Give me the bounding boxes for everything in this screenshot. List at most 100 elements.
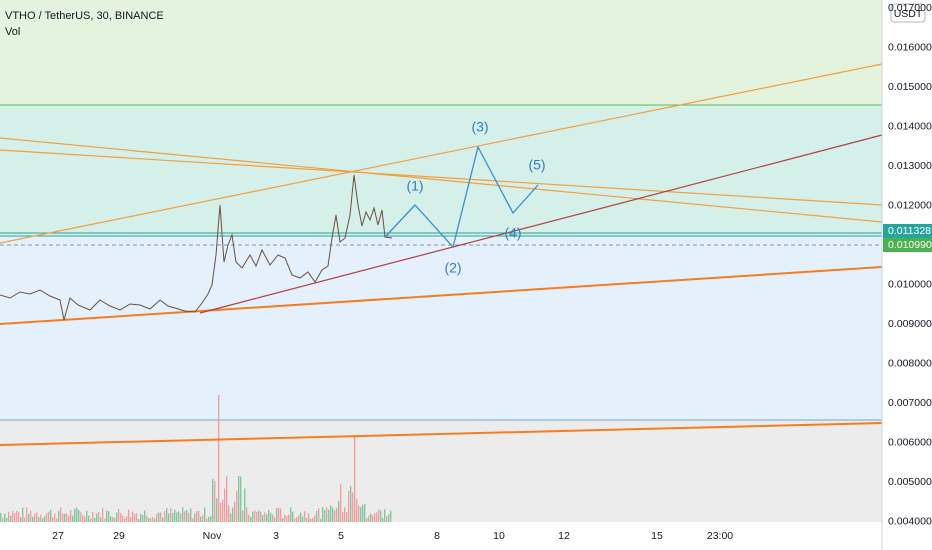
volume-bar xyxy=(158,512,160,522)
volume-bar xyxy=(264,512,266,522)
volume-bar xyxy=(24,517,26,522)
price-label: 0.009000 xyxy=(888,318,932,330)
volume-bar xyxy=(374,513,376,522)
volume-bar xyxy=(248,514,250,522)
volume-bar xyxy=(210,516,212,522)
volume-bar xyxy=(280,508,282,522)
volume-bar xyxy=(340,484,342,522)
volume-bar xyxy=(258,510,260,522)
volume-bar xyxy=(342,512,344,522)
volume-bar xyxy=(156,513,158,522)
volume-bar xyxy=(390,510,392,522)
volume-bar xyxy=(112,516,114,522)
volume-bar xyxy=(124,518,126,522)
volume-bar xyxy=(306,517,308,522)
volume-bar xyxy=(48,511,50,522)
volume-bar xyxy=(318,508,320,522)
volume-bar xyxy=(36,512,38,522)
volume-bar xyxy=(82,515,84,522)
volume-bar xyxy=(310,518,312,522)
zone-blue xyxy=(0,235,882,420)
volume-bar xyxy=(18,512,20,522)
volume-bar xyxy=(254,510,256,522)
volume-bar xyxy=(34,513,36,522)
trend-line xyxy=(0,63,883,244)
volume-bar xyxy=(44,516,46,522)
volume-bar xyxy=(62,513,64,522)
volume-bar xyxy=(180,513,182,522)
volume-bar xyxy=(282,517,284,522)
volume-bar xyxy=(366,518,368,522)
volume-bar xyxy=(38,517,40,522)
volume-bar xyxy=(252,511,254,522)
volume-bar xyxy=(370,513,372,522)
volume-bar xyxy=(136,513,138,522)
volume-bar xyxy=(178,511,180,522)
time-axis xyxy=(0,522,882,550)
volume-bar xyxy=(118,508,120,522)
volume-bar xyxy=(242,510,244,522)
volume-bar xyxy=(322,507,324,522)
volume-bar xyxy=(42,518,44,522)
volume-bar xyxy=(244,488,246,522)
trend-line xyxy=(199,134,883,314)
volume-bar xyxy=(170,508,172,522)
volume-bar xyxy=(86,510,88,522)
currency-button[interactable] xyxy=(890,3,926,23)
volume-bar xyxy=(116,512,118,522)
currency-label[interactable]: USDT xyxy=(894,8,923,20)
time-label: 12 xyxy=(558,530,570,542)
volume-bar xyxy=(154,518,156,522)
volume-bar xyxy=(128,509,130,522)
volume-bar xyxy=(144,510,146,522)
volume-bar xyxy=(88,515,90,522)
volume-bar xyxy=(168,513,170,522)
indicator-label: Vol xyxy=(5,26,20,38)
volume-bar xyxy=(40,514,42,522)
volume-bar xyxy=(224,488,226,522)
volume-bar xyxy=(80,512,82,522)
volume-bar xyxy=(16,510,18,522)
volume-bar xyxy=(72,515,74,522)
zone-green xyxy=(0,0,882,105)
volume-bar xyxy=(28,513,30,522)
volume-bar xyxy=(286,516,288,522)
volume-bar xyxy=(202,515,204,522)
volume-bar xyxy=(230,513,232,522)
volume-bar xyxy=(148,518,150,522)
price-tag-label: 0.010990 xyxy=(888,239,932,251)
time-label: 5 xyxy=(338,530,344,542)
volume-bar xyxy=(364,504,366,522)
volume-bar xyxy=(208,516,210,522)
volume-bar xyxy=(84,516,86,522)
wave-label: (4) xyxy=(504,225,521,241)
price-label: 0.014000 xyxy=(888,120,932,132)
volume-bar xyxy=(350,486,352,522)
volume-bar xyxy=(6,518,8,522)
volume-bar xyxy=(78,510,80,522)
volume-bar xyxy=(362,504,364,522)
volume-bar xyxy=(4,513,6,522)
volume-bar xyxy=(234,501,236,522)
time-label: 10 xyxy=(493,530,505,542)
volume-bar xyxy=(22,507,24,522)
volume-bar xyxy=(226,476,228,522)
price-label: 0.007000 xyxy=(888,397,932,409)
volume-bar xyxy=(14,513,16,522)
volume-bar xyxy=(200,516,202,522)
volume-bar xyxy=(74,508,76,522)
volume-bar xyxy=(134,514,136,522)
volume-bar xyxy=(274,517,276,522)
volume-bar xyxy=(26,507,28,522)
volume-bar xyxy=(132,511,134,522)
volume-bar xyxy=(46,513,48,522)
volume-bar xyxy=(174,509,176,522)
volume-bar xyxy=(378,509,380,522)
volume-bar xyxy=(304,511,306,522)
volume-bar xyxy=(300,512,302,522)
volume-bar xyxy=(334,510,336,522)
time-label: 8 xyxy=(434,530,440,542)
volume-bar xyxy=(292,511,294,522)
volume-bar xyxy=(146,515,148,522)
volume-bar xyxy=(260,511,262,522)
